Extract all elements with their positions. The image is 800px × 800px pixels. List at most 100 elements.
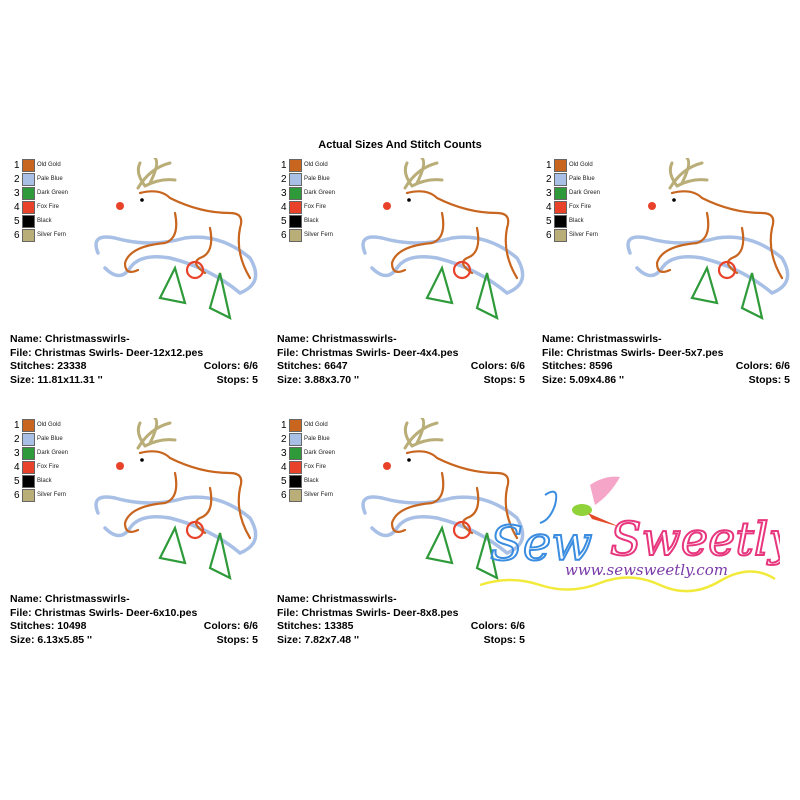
stop-count: Stops: 5: [216, 633, 258, 646]
thread-swatch: [289, 228, 302, 242]
thread-swatch: [289, 432, 302, 446]
deer-embroidery-image: [94, 418, 258, 581]
deer-embroidery-image: [361, 158, 525, 321]
design-file: File: Christmas Swirls- Deer-5x7.pes: [542, 346, 724, 359]
stop-count: Stops: 5: [748, 373, 790, 386]
thread-number: 5: [546, 215, 552, 227]
stop-count: Stops: 5: [483, 373, 525, 386]
thread-number: 3: [546, 187, 552, 199]
stitch-count: Stitches: 13385: [277, 620, 354, 632]
color-palette: 1 Old Gold 2 Pale Blue 3 Dark Green 4 Fox Fire 5…: [281, 418, 335, 502]
palette-entry: 1 Old Gold: [14, 158, 68, 172]
thread-number: 1: [546, 159, 552, 171]
thread-name: Silver Fern: [37, 492, 67, 498]
design-block: 1 Old Gold 2 Pale Blue 3 Dark Green 4 Fox Fire 5…: [542, 158, 792, 388]
deer-embroidery-image: [94, 158, 258, 321]
thread-name: Dark Green: [37, 450, 69, 456]
thread-number: 3: [14, 447, 20, 459]
design-size: Size: 11.81x11.31 '': [10, 373, 103, 386]
design-size: Size: 7.82x7.48 '': [277, 633, 360, 646]
thread-swatch: [554, 186, 567, 200]
design-size: Size: 3.88x3.70 '': [277, 373, 360, 386]
thread-swatch: [22, 446, 35, 460]
thread-number: 3: [281, 447, 287, 459]
palette-entry: 2 Pale Blue: [14, 432, 68, 446]
sew-sweetly-logo: Sew Sweetly www.sewsweetly.com: [479, 476, 780, 593]
thread-number: 4: [14, 461, 20, 473]
thread-name: Silver Fern: [304, 232, 334, 238]
thread-swatch: [22, 432, 35, 446]
palette-entry: 3 Dark Green: [14, 186, 68, 200]
thread-swatch: [554, 214, 567, 228]
svg-text:Sew: Sew: [490, 516, 592, 572]
stop-count: Stops: 5: [216, 373, 258, 386]
thread-number: 1: [281, 419, 287, 431]
design-name: Name: Christmasswirls-: [277, 593, 397, 605]
design-block: 1 Old Gold 2 Pale Blue 3 Dark Green 4 Fox Fire 5…: [10, 418, 260, 648]
color-palette: 1 Old Gold 2 Pale Blue 3 Dark Green 4 Fox Fire 5…: [546, 158, 600, 242]
palette-entry: 1 Old Gold: [14, 418, 68, 432]
thread-swatch: [554, 200, 567, 214]
thread-number: 2: [546, 173, 552, 185]
thread-name: Black: [304, 218, 319, 224]
palette-entry: 4 Fox Fire: [546, 200, 600, 214]
thread-number: 1: [14, 159, 20, 171]
design-file: File: Christmas Swirls- Deer-4x4.pes: [277, 346, 459, 359]
design-info: Name: Christmasswirls- File: Christmas S…: [542, 333, 790, 387]
palette-entry: 1 Old Gold: [281, 418, 335, 432]
thread-number: 6: [546, 229, 552, 241]
design-name: Name: Christmasswirls-: [542, 333, 662, 345]
palette-entry: 1 Old Gold: [546, 158, 600, 172]
thread-name: Silver Fern: [304, 492, 334, 498]
thread-name: Black: [37, 478, 52, 484]
palette-entry: 5 Black: [281, 214, 335, 228]
thread-name: Pale Blue: [569, 176, 595, 182]
color-count: Colors: 6/6: [203, 620, 258, 632]
thread-name: Old Gold: [304, 162, 328, 168]
palette-entry: 6 Silver Fern: [546, 228, 600, 242]
thread-swatch: [22, 488, 35, 502]
thread-swatch: [554, 228, 567, 242]
thread-swatch: [289, 418, 302, 432]
thread-name: Dark Green: [304, 190, 336, 196]
palette-entry: 3 Dark Green: [14, 446, 68, 460]
color-count: Colors: 6/6: [203, 360, 258, 372]
thread-swatch: [22, 474, 35, 488]
thread-number: 4: [281, 461, 287, 473]
thread-number: 5: [281, 215, 287, 227]
deer-embroidery-image: [361, 418, 525, 581]
thread-name: Pale Blue: [37, 176, 63, 182]
palette-entry: 4 Fox Fire: [281, 460, 335, 474]
thread-number: 5: [281, 475, 287, 487]
thread-number: 4: [281, 201, 287, 213]
thread-number: 5: [14, 215, 20, 227]
thread-name: Black: [569, 218, 584, 224]
thread-number: 4: [14, 201, 20, 213]
thread-swatch: [289, 186, 302, 200]
design-block: 1 Old Gold 2 Pale Blue 3 Dark Green 4 Fox Fire 5…: [277, 158, 527, 388]
color-palette: 1 Old Gold 2 Pale Blue 3 Dark Green 4 Fox Fire 5…: [14, 158, 68, 242]
thread-name: Dark Green: [304, 450, 336, 456]
stop-count: Stops: 5: [483, 633, 525, 646]
thread-number: 3: [281, 187, 287, 199]
thread-swatch: [22, 228, 35, 242]
thread-swatch: [289, 158, 302, 172]
thread-name: Pale Blue: [37, 436, 63, 442]
palette-entry: 3 Dark Green: [546, 186, 600, 200]
thread-name: Black: [304, 478, 319, 484]
palette-entry: 4 Fox Fire: [14, 460, 68, 474]
design-info: Name: Christmasswirls- File: Christmas S…: [277, 593, 525, 647]
thread-swatch: [22, 172, 35, 186]
stitch-count: Stitches: 8596: [542, 360, 613, 372]
palette-entry: 5 Black: [281, 474, 335, 488]
stitch-count: Stitches: 10498: [10, 620, 87, 632]
svg-text:Sweetly: Sweetly: [610, 512, 780, 566]
color-count: Colors: 6/6: [470, 620, 525, 632]
thread-swatch: [289, 214, 302, 228]
palette-entry: 2 Pale Blue: [281, 172, 335, 186]
thread-number: 2: [281, 173, 287, 185]
color-palette: 1 Old Gold 2 Pale Blue 3 Dark Green 4 Fox Fire 5…: [14, 418, 68, 502]
stitch-count: Stitches: 6647: [277, 360, 348, 372]
palette-entry: 6 Silver Fern: [281, 228, 335, 242]
